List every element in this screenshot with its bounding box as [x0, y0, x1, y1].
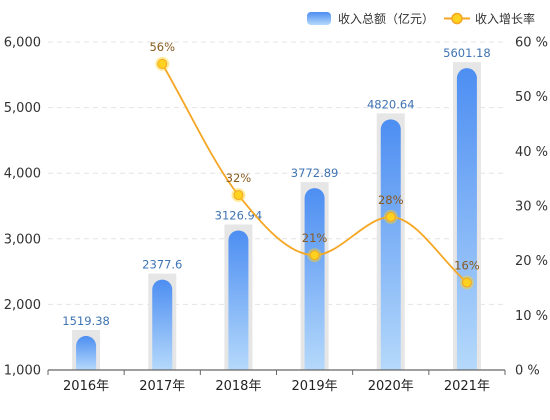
- legend-bar-swatch: [307, 12, 331, 25]
- y-left-tick-label: 5,000: [4, 101, 41, 116]
- y-right-tick-label: 30 %: [515, 200, 548, 215]
- bar-series: 1519.38 2377.6 3126.94 3772.89 4820.64 5601.1…: [62, 46, 491, 370]
- y-left-tick-label: 6,000: [4, 36, 41, 51]
- x-tick-label: 2017年: [139, 379, 185, 394]
- growth-value-label: 21%: [302, 231, 328, 245]
- x-tick-label: 2016年: [63, 379, 109, 394]
- growth-value-label: 16%: [454, 259, 480, 273]
- growth-marker[interactable]: [309, 250, 320, 261]
- x-tick-label: 2021年: [444, 379, 490, 394]
- growth-marker[interactable]: [385, 211, 396, 222]
- legend-label-growth: 收入增长率: [475, 11, 535, 26]
- growth-value-label: 28%: [378, 193, 404, 207]
- growth-marker[interactable]: [157, 58, 168, 69]
- y-right-tick-label: 10 %: [515, 309, 548, 324]
- growth-value-label: 56%: [149, 40, 175, 54]
- x-tick-label: 2019年: [292, 379, 338, 394]
- bar[interactable]: [228, 230, 249, 370]
- legend-item-income[interactable]: 收入总额（亿元）: [307, 11, 434, 26]
- bar-value-label: 1519.38: [62, 314, 110, 328]
- bar[interactable]: [152, 279, 173, 370]
- y-right-tick-label: 20 %: [515, 254, 548, 269]
- bar-value-label: 3772.89: [291, 166, 339, 180]
- y-left-tick-label: 4,000: [4, 167, 41, 182]
- bar[interactable]: [456, 68, 477, 370]
- y-right-tick-label: 0 %: [515, 364, 540, 379]
- bar-value-label: 2377.6: [142, 258, 182, 272]
- growth-marker[interactable]: [233, 190, 244, 201]
- bar-value-label: 4820.64: [367, 97, 415, 111]
- y-axis-right: 0 % 10 % 20 % 30 % 40 % 50 % 60 %: [515, 36, 548, 379]
- y-right-tick-label: 60 %: [515, 36, 548, 51]
- growth-value-label: 32%: [226, 171, 252, 185]
- legend: 收入总额（亿元） 收入增长率: [307, 11, 535, 26]
- legend-item-growth[interactable]: 收入增长率: [444, 11, 535, 26]
- legend-marker-swatch: [451, 12, 463, 25]
- y-right-tick-label: 50 %: [515, 90, 548, 105]
- bar-value-label: 3126.94: [215, 208, 263, 222]
- bar[interactable]: [76, 335, 97, 370]
- growth-line-series: 56% 32% 21% 28% 16%: [149, 40, 480, 290]
- bar[interactable]: [380, 119, 401, 370]
- bar[interactable]: [304, 188, 325, 370]
- x-tick-label: 2018年: [215, 379, 261, 394]
- y-right-tick-label: 40 %: [515, 145, 548, 160]
- y-axis-left: 1,000 2,000 3,000 4,000 5,000 6,000: [4, 36, 41, 379]
- legend-label-income: 收入总额（亿元）: [338, 11, 434, 26]
- y-left-tick-label: 2,000: [4, 298, 41, 313]
- gridlines: [48, 41, 505, 305]
- x-tick-label: 2020年: [368, 379, 414, 394]
- y-left-tick-label: 3,000: [4, 232, 41, 247]
- y-left-tick-label: 1,000: [4, 364, 41, 379]
- x-axis: 2016年 2017年 2018年 2019年 2020年 2021年: [47, 369, 506, 394]
- growth-marker[interactable]: [461, 277, 472, 288]
- bar-value-label: 5601.18: [443, 46, 491, 60]
